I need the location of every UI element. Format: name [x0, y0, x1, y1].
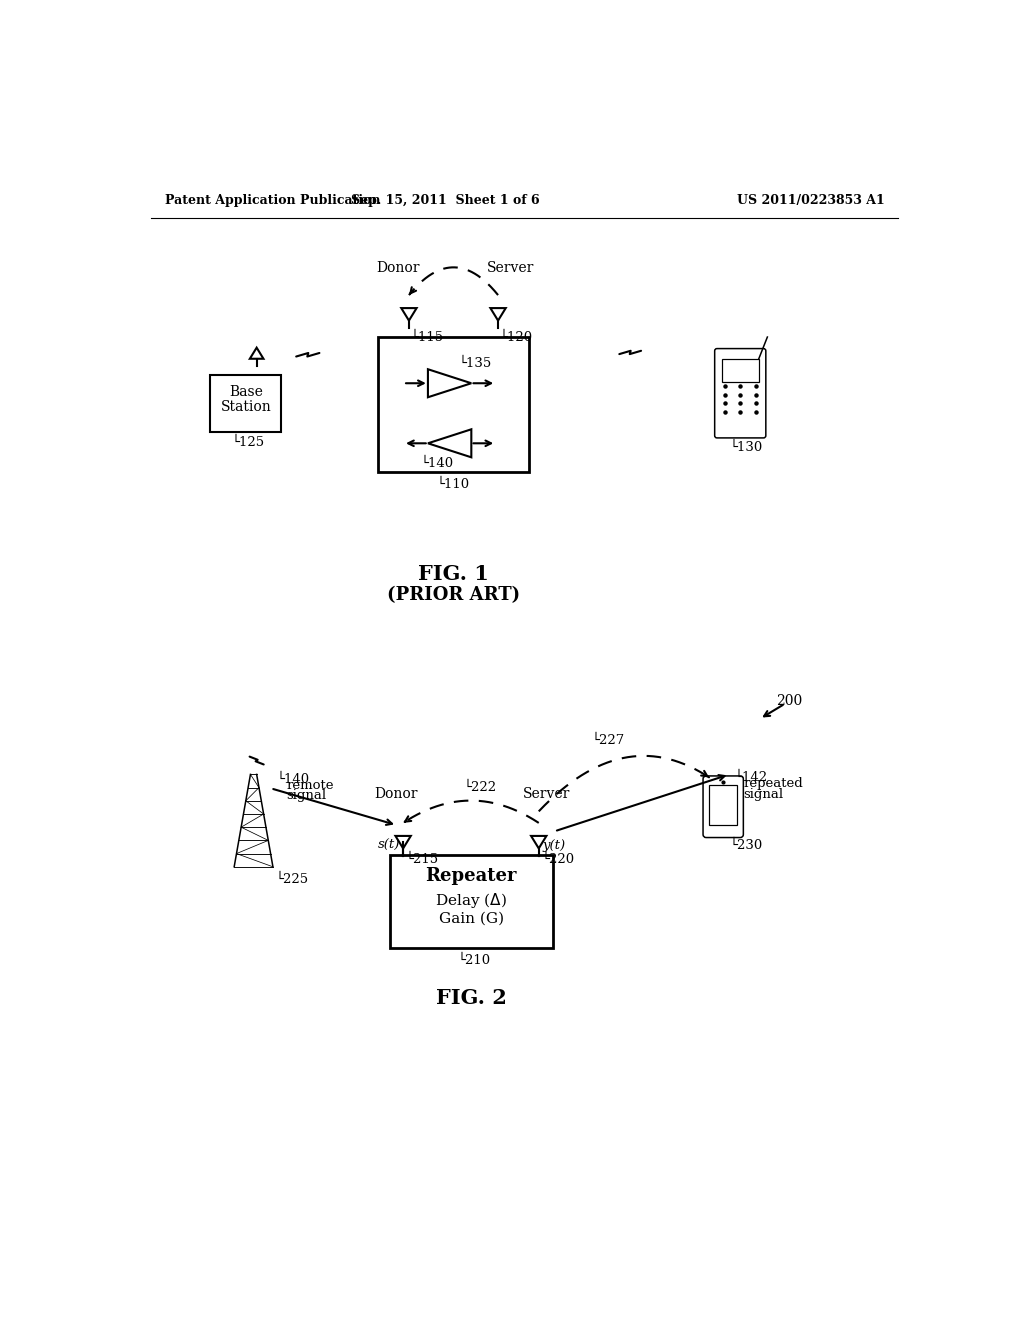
- Text: s(t): s(t): [378, 838, 400, 851]
- Text: 200: 200: [776, 694, 802, 708]
- Text: Patent Application Publication: Patent Application Publication: [165, 194, 381, 207]
- Text: Donor: Donor: [377, 261, 420, 275]
- Text: signal: signal: [286, 789, 327, 803]
- Text: └225: └225: [275, 873, 308, 886]
- Text: remote: remote: [286, 779, 334, 792]
- Text: └230: └230: [729, 840, 763, 853]
- Text: └220: └220: [541, 853, 574, 866]
- Text: FIG. 1: FIG. 1: [418, 565, 488, 585]
- Text: US 2011/0223853 A1: US 2011/0223853 A1: [736, 194, 885, 207]
- Text: └140: └140: [276, 774, 310, 785]
- Text: └227: └227: [592, 734, 625, 747]
- Text: Server: Server: [523, 788, 570, 801]
- Text: └135: └135: [459, 358, 493, 370]
- Text: Station: Station: [220, 400, 271, 414]
- Text: Sep. 15, 2011  Sheet 1 of 6: Sep. 15, 2011 Sheet 1 of 6: [351, 194, 540, 207]
- Text: └142: └142: [735, 771, 768, 784]
- Text: Gain (G): Gain (G): [438, 912, 504, 927]
- Text: └222: └222: [464, 780, 497, 793]
- Text: └210: └210: [458, 954, 490, 966]
- Text: Repeater: Repeater: [426, 867, 517, 886]
- Text: repeated: repeated: [743, 777, 803, 791]
- Text: └140: └140: [420, 457, 454, 470]
- Text: └215: └215: [406, 853, 438, 866]
- Text: FIG. 2: FIG. 2: [436, 987, 507, 1008]
- Text: y(t): y(t): [543, 838, 565, 851]
- Text: Delay ($\Delta$): Delay ($\Delta$): [435, 891, 507, 909]
- Text: Base: Base: [228, 384, 263, 399]
- Text: └115: └115: [411, 331, 443, 345]
- Text: Donor: Donor: [375, 788, 418, 801]
- Text: └110: └110: [436, 478, 470, 491]
- Text: └130: └130: [729, 441, 763, 454]
- Text: └120: └120: [500, 331, 532, 345]
- Text: └125: └125: [231, 437, 265, 449]
- Text: (PRIOR ART): (PRIOR ART): [387, 586, 520, 603]
- Text: Server: Server: [487, 261, 535, 275]
- Text: signal: signal: [743, 788, 783, 801]
